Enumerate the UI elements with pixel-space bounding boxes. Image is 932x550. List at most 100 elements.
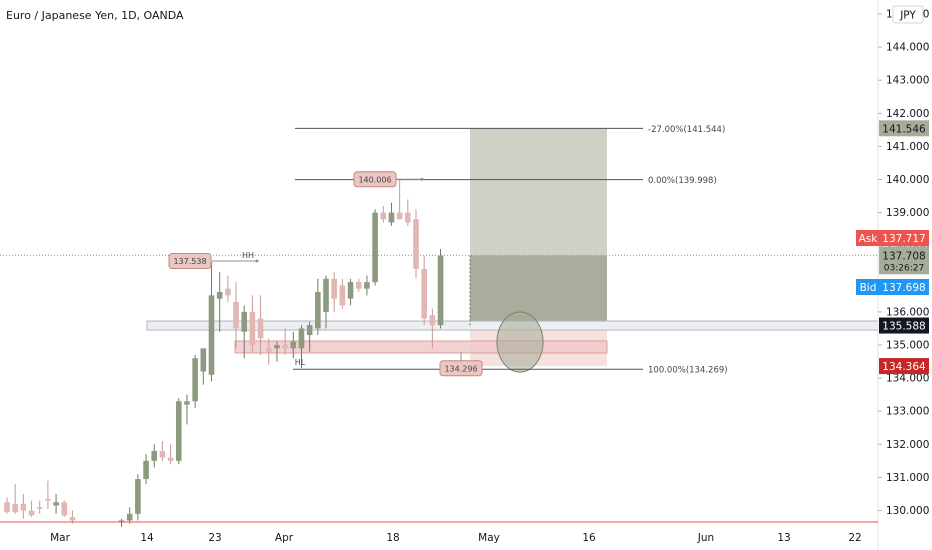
price-tick-label: 131.000: [886, 472, 929, 484]
candle-body: [413, 219, 419, 269]
candle-body: [290, 341, 297, 349]
ask-price-text: 137.717: [882, 233, 925, 245]
target-zone: [470, 128, 607, 256]
time-tick-label: Mar: [50, 532, 70, 544]
bid-price-box: [879, 279, 929, 295]
fib-level-label: 0.00%(139.998): [648, 176, 717, 186]
time-tick-label: 14: [140, 532, 154, 544]
candle-body: [323, 278, 329, 312]
bid-tag-box: [856, 279, 880, 295]
candle-body: [143, 460, 149, 480]
position-zone: [470, 255, 607, 326]
ask-price-box: [879, 230, 929, 246]
annotations-layer: 137.538 140.006 134.296 HH HL: [168, 171, 483, 377]
highlight-circle: [496, 311, 544, 373]
candle-body: [265, 348, 272, 352]
candle-body: [216, 292, 223, 299]
candle-body: [388, 212, 395, 223]
price-note-text: 140.006: [358, 175, 391, 184]
candle-body: [135, 479, 141, 514]
time-tick-label: 22: [848, 532, 861, 544]
candle-body: [372, 212, 378, 283]
candle-body: [118, 520, 125, 523]
candle-body: [405, 212, 411, 223]
hh-label: HH: [242, 251, 254, 260]
hl-label: HL: [295, 358, 306, 367]
time-axis[interactable]: Mar 14 23 Apr 18 May 16 Jun 13 22: [50, 532, 862, 544]
candle-body: [249, 311, 256, 345]
candle-body: [175, 401, 182, 461]
hh-point: [255, 259, 259, 263]
price-tick-label: 132.000: [886, 439, 929, 451]
price-tick-label: 139.000: [886, 207, 929, 219]
price-tick-label: 133.000: [886, 406, 929, 418]
price-tick-label: 136.000: [886, 306, 929, 318]
bid-price-text: 137.698: [882, 282, 925, 294]
time-tick-label: Apr: [275, 532, 294, 544]
candle-body: [61, 502, 68, 516]
candle-body: [45, 498, 51, 501]
zones-layer: [0, 128, 879, 373]
time-tick-label: 23: [208, 532, 221, 544]
candle-body: [159, 450, 166, 458]
price-tick-label: 142.000: [886, 108, 929, 120]
candle-body: [192, 358, 198, 402]
candle-body: [396, 212, 403, 220]
stop-price-text: 134.364: [882, 361, 926, 373]
candle-body: [331, 278, 337, 299]
candle-body: [421, 268, 427, 319]
candle-body: [167, 457, 174, 461]
candle-body: [306, 325, 313, 336]
candle-body: [200, 348, 207, 372]
candle-body: [241, 311, 248, 332]
candle-body: [208, 295, 215, 375]
candles-layer: [4, 179, 471, 528]
current-price-text: 137.708: [882, 250, 925, 262]
bid-tag-text: Bid: [860, 282, 877, 294]
price-note-box: [168, 252, 212, 269]
price-tick-label: 134.000: [886, 373, 929, 385]
candle-body: [184, 401, 190, 405]
price-note-box: [439, 360, 483, 377]
candle-body: [69, 517, 76, 521]
chart-title: Euro / Japanese Yen, 1D, OANDA: [6, 9, 184, 22]
price-tick-label: 135.000: [886, 340, 929, 352]
candle-body: [339, 285, 346, 306]
price-tick-label: 130.000: [886, 505, 929, 517]
candle-body: [53, 502, 59, 506]
target-price-box: [879, 120, 929, 137]
fib-level-label: 100.00%(134.269): [648, 366, 728, 376]
candle-body: [315, 292, 321, 329]
candle-body: [437, 255, 444, 326]
fib-level-label: -27.00%(141.544): [648, 125, 725, 135]
candle-body: [233, 301, 239, 329]
ask-tag-text: Ask: [859, 233, 879, 245]
candle-body: [151, 450, 158, 461]
candle-body: [28, 510, 35, 516]
candle-body: [282, 345, 288, 349]
time-tick-label: 13: [777, 532, 790, 544]
price-note-box: [353, 171, 397, 188]
candle-body: [4, 502, 10, 513]
currency-badge[interactable]: JPY: [892, 5, 924, 24]
price-note-text: 137.538: [173, 257, 206, 266]
countdown-text: 03:26:27: [884, 263, 924, 273]
current-price-box: [879, 246, 929, 275]
candle-body: [380, 212, 387, 220]
candle-body: [126, 513, 133, 521]
candle-body: [364, 282, 370, 289]
target-price-text: 141.546: [882, 123, 926, 135]
time-tick-label: Jun: [697, 532, 714, 544]
candle-body: [429, 315, 436, 326]
candle-body: [347, 282, 354, 299]
price-tick-label: 141.000: [886, 141, 929, 153]
candle-body: [298, 328, 305, 349]
ask-tag-box: [856, 230, 880, 246]
candle-body: [355, 282, 362, 289]
candle-body: [225, 288, 231, 296]
candle-body: [20, 503, 27, 511]
candle-body: [274, 345, 280, 349]
candle-body: [36, 507, 43, 509]
